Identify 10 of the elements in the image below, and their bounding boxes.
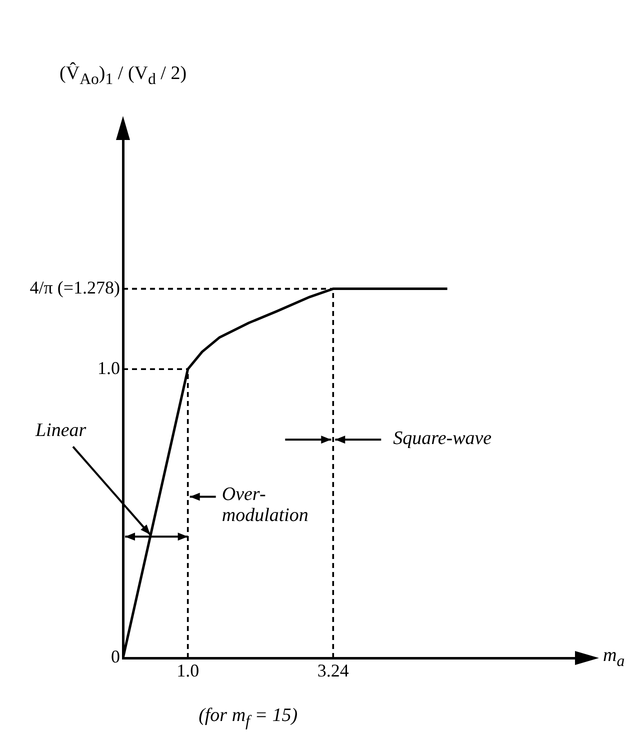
y-tick-label: 1.0 xyxy=(98,358,120,378)
y-axis-title: (V̂$_{Ao}$)$_{1}$ / (V$_{d}$ / 2) xyxy=(60,63,187,88)
x-tick-label: 3.24 xyxy=(317,660,349,681)
annotation: Over-modulation xyxy=(222,484,310,527)
y-tick-label: 4/π (=1.278) xyxy=(30,278,120,298)
text: (for m$_{f}$ = 15) xyxy=(198,705,298,730)
y-tick-label: 0 xyxy=(111,646,120,667)
annotation: Square-wave xyxy=(393,428,492,450)
x-axis-title: m$_{a}$ xyxy=(603,645,625,670)
annotation: Linear xyxy=(36,420,86,442)
